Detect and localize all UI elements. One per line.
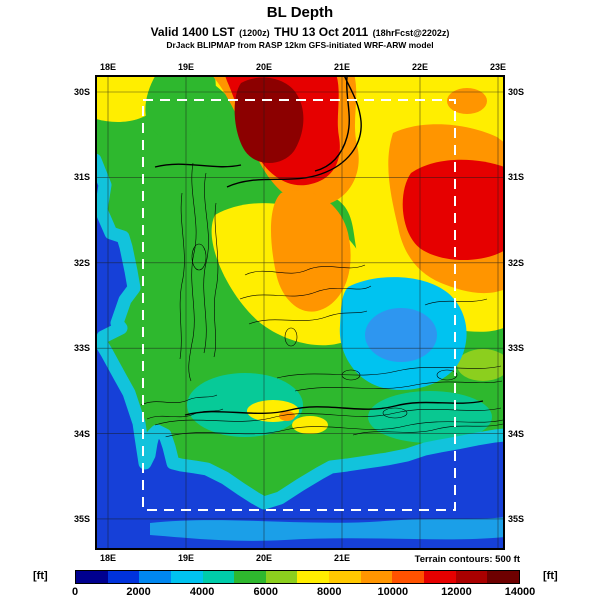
terrain-contours-note: Terrain contours: 500 ft bbox=[414, 554, 520, 565]
colorbar-tick: 2000 bbox=[126, 586, 151, 598]
colorbar-segment bbox=[455, 571, 488, 583]
lon-tick-top: 23E bbox=[489, 62, 507, 72]
bl-depth-map bbox=[95, 75, 505, 550]
colorbar-segment bbox=[107, 571, 140, 583]
colorbar-tick: 8000 bbox=[317, 586, 342, 598]
colorbar-tick: 14000 bbox=[504, 586, 536, 598]
colorbar-segment bbox=[170, 571, 203, 583]
colorbar-segment bbox=[360, 571, 393, 583]
colorbar-segment bbox=[392, 571, 425, 583]
lat-tick-right: 30S bbox=[508, 87, 525, 97]
lon-tick-top: 21E bbox=[333, 62, 351, 72]
colorbar-segment bbox=[297, 571, 330, 583]
colorbar-segment bbox=[329, 571, 361, 583]
colorbar-segment bbox=[424, 571, 456, 583]
colorbar-segment bbox=[76, 571, 108, 583]
lon-tick-top: 22E bbox=[411, 62, 429, 72]
lon-tick-bottom: 21E bbox=[333, 553, 351, 563]
lat-tick-right: 32S bbox=[508, 257, 525, 268]
lat-tick-left: 33S bbox=[73, 343, 90, 354]
colorbar-tick: 6000 bbox=[253, 586, 278, 598]
colorbar-segment bbox=[202, 571, 235, 583]
colorbar-unit-right: [ft] bbox=[543, 570, 558, 582]
terrain-contours bbox=[140, 75, 504, 438]
colorbar bbox=[75, 570, 520, 584]
map-border bbox=[95, 75, 505, 550]
colorbar-tick: 0 bbox=[71, 586, 79, 598]
model-attribution: DrJack BLIPMAP from RASP 12km GFS-initia… bbox=[166, 40, 434, 50]
valid-time-main: Valid 1400 LST bbox=[150, 25, 235, 39]
lat-tick-right: 33S bbox=[508, 343, 525, 354]
page-title: BL Depth bbox=[266, 4, 334, 21]
colorbar-tick: 10000 bbox=[377, 586, 409, 598]
colorbar-unit-left: [ft] bbox=[33, 570, 48, 582]
lat-tick-right: 34S bbox=[508, 428, 525, 439]
bl-depth-field bbox=[95, 75, 505, 443]
valid-time-utc: (1200z) bbox=[239, 28, 270, 38]
colorbar-tick: 12000 bbox=[441, 586, 472, 598]
lon-tick-top: 18E bbox=[99, 62, 117, 72]
colorbar-tick: 4000 bbox=[189, 586, 215, 598]
lat-tick-right: 31S bbox=[508, 172, 525, 183]
latlon-grid bbox=[95, 75, 505, 550]
lon-tick-bottom: 19E bbox=[177, 553, 195, 563]
lon-tick-top: 20E bbox=[255, 62, 273, 72]
forecast-hour: (18hrFcst@2202z) bbox=[372, 28, 450, 38]
lon-tick-top: 19E bbox=[177, 62, 195, 72]
lon-tick-bottom: 18E bbox=[99, 553, 117, 563]
inner-domain-outline bbox=[142, 99, 456, 511]
lat-tick-right: 35S bbox=[508, 514, 525, 524]
lon-tick-bottom: 20E bbox=[255, 553, 273, 563]
colorbar-segment bbox=[265, 571, 298, 583]
lat-tick-left: 31S bbox=[73, 172, 90, 183]
ocean-coastal-band bbox=[150, 517, 505, 541]
lat-tick-left: 30S bbox=[73, 87, 90, 97]
lat-tick-left: 32S bbox=[73, 257, 90, 268]
lat-tick-left: 35S bbox=[73, 514, 90, 524]
colorbar-segment bbox=[139, 571, 171, 583]
coastline-cyan-strip bbox=[95, 153, 505, 510]
colorbar-segment bbox=[234, 571, 266, 583]
valid-date: THU 13 Oct 2011 bbox=[274, 25, 369, 39]
lat-tick-left: 34S bbox=[73, 428, 90, 439]
valid-time-line: Valid 1400 LST (1200z) THU 13 Oct 2011 (… bbox=[0, 23, 600, 41]
colorbar-segment bbox=[487, 571, 519, 583]
